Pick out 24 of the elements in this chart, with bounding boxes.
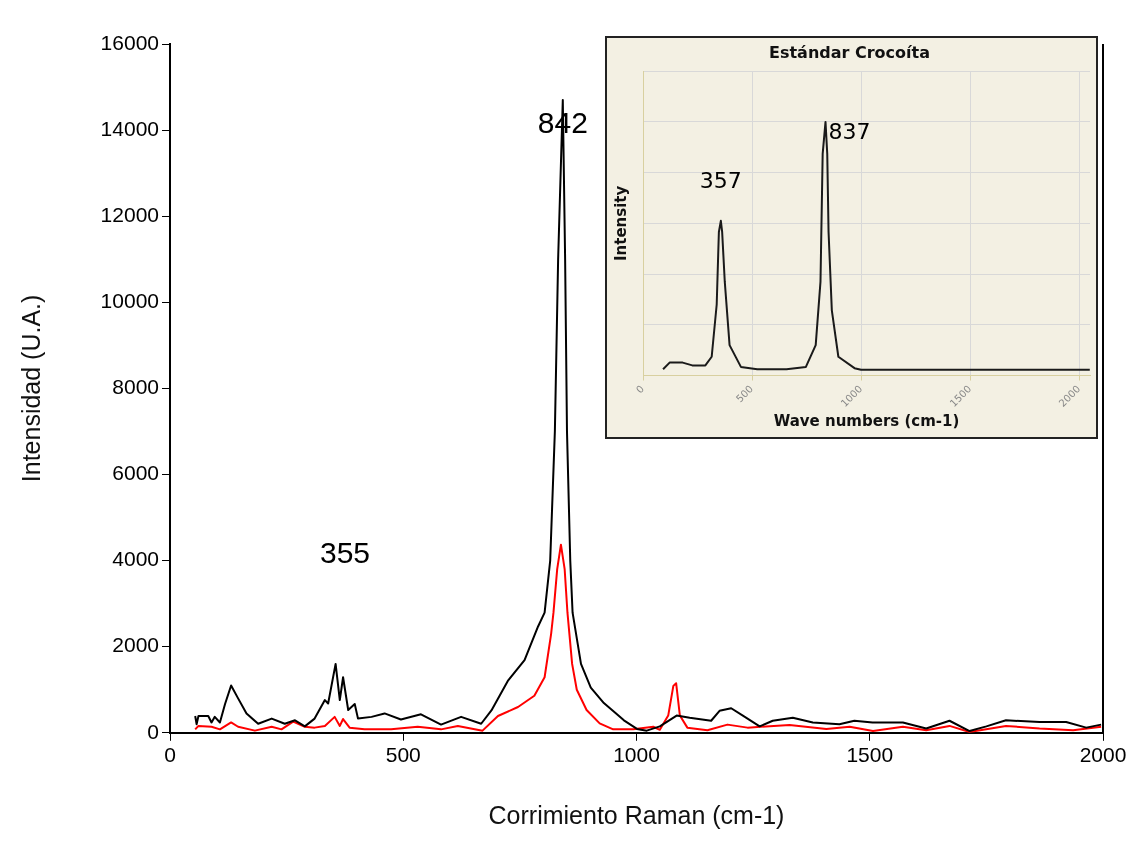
x-tick-label: 500 <box>733 383 756 405</box>
y-tick-label: 12000 <box>100 203 159 226</box>
annotation: 357 <box>699 167 742 193</box>
y-tick-label: 6000 <box>112 461 159 485</box>
y-tick-label: 10000 <box>100 289 159 313</box>
annotation: 355 <box>319 536 371 570</box>
chart-title: Estándar Crocoíta <box>768 42 931 62</box>
x-tick-label: 1000 <box>613 743 660 767</box>
y-tick-label: 0 <box>147 719 159 743</box>
y-axis-title: Intensidad (U.A.) <box>16 294 45 483</box>
x-axis-title: Wave numbers (cm-1) <box>773 411 960 430</box>
y-tick-label: 14000 <box>100 116 159 140</box>
y-tick-label: 8000 <box>112 375 159 399</box>
y-tick-label: 2000 <box>112 633 159 657</box>
x-tick-label: 500 <box>385 743 421 767</box>
y-tick-label: 4000 <box>112 547 159 571</box>
y-axis-title: Intensity <box>611 185 630 262</box>
x-tick-label: 2000 <box>1079 743 1127 767</box>
x-tick-label: 1500 <box>846 743 894 767</box>
x-axis-title: Corrimiento Raman (cm-1) <box>488 800 785 829</box>
x-tick-label: 0 <box>164 743 176 767</box>
annotation: 837 <box>828 118 871 144</box>
y-tick-label: 16000 <box>100 30 159 54</box>
x-tick-label: 0 <box>633 383 647 396</box>
